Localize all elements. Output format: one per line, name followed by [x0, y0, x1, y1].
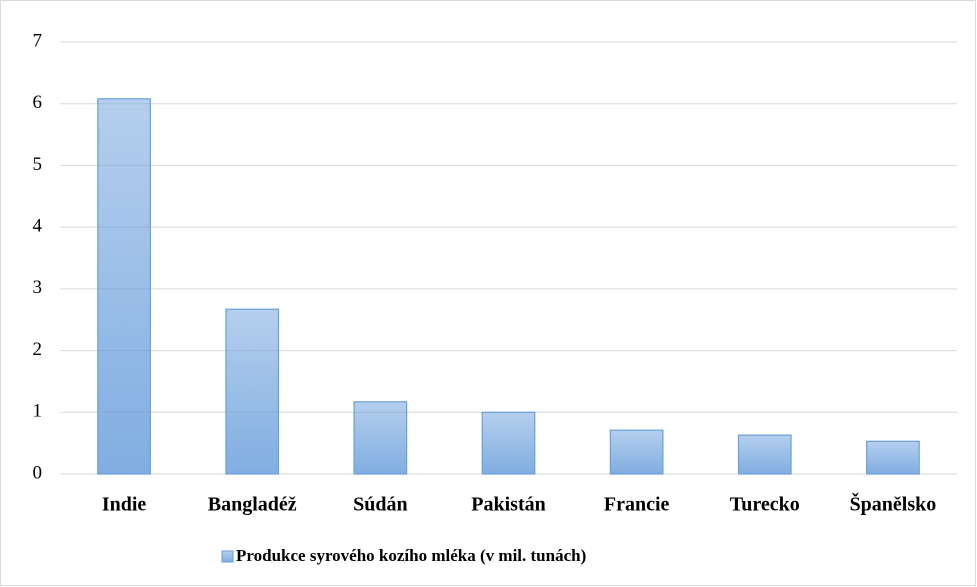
x-tick-label: Súdán — [353, 494, 408, 516]
y-tick-label: 1 — [33, 401, 43, 422]
legend-label: Produkce syrového kozího mléka (v mil. t… — [236, 546, 586, 565]
y-tick-label: 4 — [33, 216, 43, 237]
x-tick-label: Turecko — [730, 494, 800, 516]
x-tick-label: Bangladéž — [208, 494, 297, 516]
x-tick-label: Francie — [604, 494, 670, 516]
bar — [97, 98, 151, 475]
y-tick-label: 7 — [33, 30, 43, 51]
y-tick-label: 2 — [33, 339, 43, 360]
y-tick-label: 0 — [33, 462, 43, 483]
y-tick-label: 5 — [33, 154, 43, 175]
legend-swatch — [221, 550, 234, 563]
bar — [353, 401, 408, 475]
y-tick-label: 6 — [33, 92, 43, 113]
x-tick-label: Španělsko — [850, 492, 937, 516]
bar — [225, 308, 280, 475]
y-tick-label: 3 — [33, 277, 43, 298]
x-tick-label: Pakistán — [471, 494, 545, 516]
x-tick-label: Indie — [102, 494, 147, 516]
bar — [737, 434, 792, 475]
bar — [609, 429, 664, 475]
bar — [481, 411, 536, 475]
bar — [866, 440, 920, 475]
